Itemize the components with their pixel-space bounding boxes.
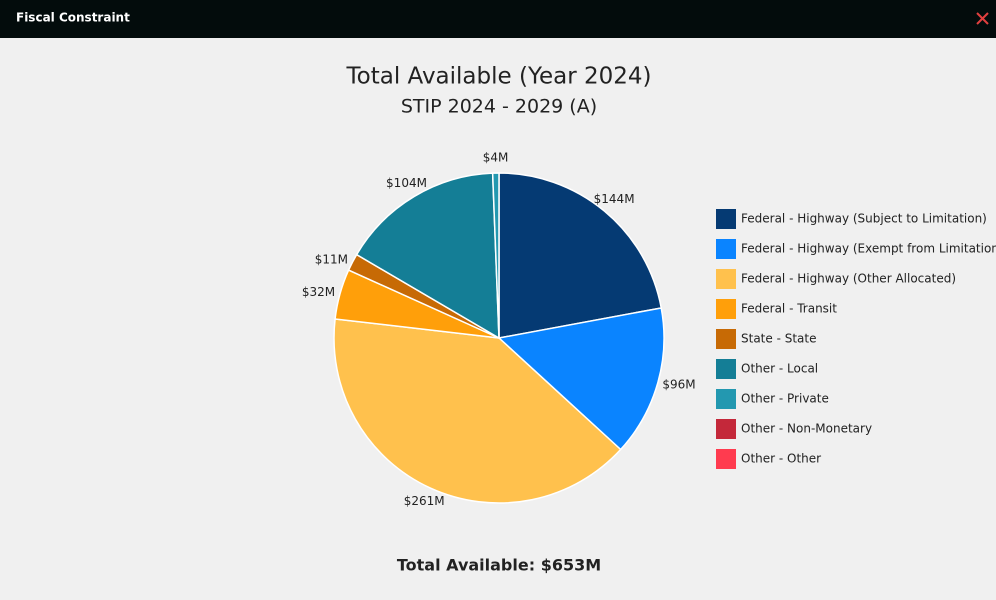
legend-label: Other - Other bbox=[741, 452, 821, 466]
legend-label: Other - Private bbox=[741, 392, 829, 406]
legend-swatch bbox=[716, 299, 736, 319]
legend-label: Other - Local bbox=[741, 362, 818, 376]
total-available: Total Available: $653M bbox=[397, 556, 601, 575]
data-label: $4M bbox=[483, 151, 509, 165]
pie-slice bbox=[355, 172, 500, 340]
legend-swatch bbox=[716, 239, 736, 259]
legend-label: Other - Non-Monetary bbox=[741, 422, 872, 436]
chart-title: Total Available (Year 2024) bbox=[346, 64, 652, 90]
data-label: $96M bbox=[662, 377, 695, 391]
legend-swatch bbox=[716, 209, 736, 229]
data-label: $261M bbox=[404, 494, 445, 508]
pie-slice bbox=[333, 318, 622, 504]
data-label: $104M bbox=[386, 176, 427, 190]
pie-slice bbox=[498, 172, 663, 339]
legend-swatch bbox=[716, 419, 736, 439]
legend-swatch bbox=[716, 449, 736, 469]
dialog-header bbox=[0, 0, 996, 38]
close-button[interactable] bbox=[976, 12, 989, 25]
legend-swatch bbox=[716, 359, 736, 379]
chart-subtitle: STIP 2024 - 2029 (A) bbox=[401, 96, 597, 118]
data-label: $144M bbox=[594, 192, 635, 206]
legend-swatch bbox=[716, 389, 736, 409]
legend-label: Federal - Highway (Subject to Limitation… bbox=[741, 212, 987, 226]
legend-label: Federal - Highway (Exempt from Limitatio… bbox=[741, 242, 996, 256]
legend-label: State - State bbox=[741, 332, 817, 346]
legend-label: Federal - Highway (Other Allocated) bbox=[741, 272, 956, 286]
legend-swatch bbox=[716, 269, 736, 289]
pie-slice bbox=[491, 172, 500, 339]
dialog-title: Fiscal Constraint bbox=[16, 11, 130, 25]
legend-swatch bbox=[716, 329, 736, 349]
pie-slice bbox=[497, 307, 665, 451]
legend-label: Federal - Transit bbox=[741, 302, 837, 316]
data-label: $11M bbox=[315, 252, 348, 266]
data-label: $32M bbox=[302, 285, 335, 299]
